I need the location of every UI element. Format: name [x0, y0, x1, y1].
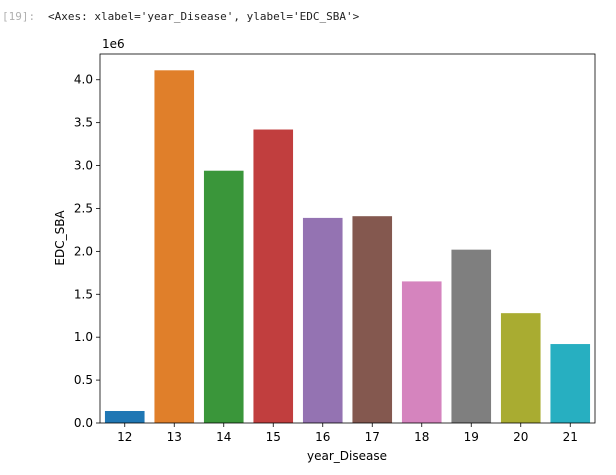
bar-13: [154, 70, 195, 424]
x-axis: 12 13 14 15 16 17 18 19 20 21: [117, 423, 578, 444]
y-tick-label: 1.0: [74, 330, 93, 344]
x-tick-label-13: 13: [167, 430, 182, 444]
cell-output-prompt: [19]:: [2, 10, 36, 23]
y-axis-label: EDC_SBA: [53, 210, 67, 266]
x-tick-label-18: 18: [414, 430, 429, 444]
bar-16: [302, 217, 343, 423]
bar-15: [253, 129, 294, 423]
y-tick-label: 2.0: [74, 244, 93, 258]
x-tick-label-14: 14: [216, 430, 231, 444]
y-offset-label: 1e6: [102, 37, 125, 51]
bar-19: [451, 249, 492, 423]
y-tick-label: 2.5: [74, 201, 93, 215]
axes-frame: [99, 53, 596, 424]
x-tick-label-16: 16: [315, 430, 330, 444]
x-tick-label-15: 15: [266, 430, 281, 444]
y-tick-label: 3.0: [74, 159, 93, 173]
x-axis-label: year_Disease: [307, 449, 387, 463]
x-tick-label-12: 12: [117, 430, 132, 444]
bar-18: [401, 281, 442, 423]
y-tick-label: 4.0: [74, 73, 93, 87]
bar-chart: 0.0 0.5 1.0 1.5 2.0 2.5 3.0 3.5 4.0 12 13 14 15 16 17…: [53, 37, 596, 463]
y-tick-label: 0.5: [74, 373, 93, 387]
bar-21: [550, 344, 591, 423]
y-tick-label: 3.5: [74, 116, 93, 130]
y-axis: 0.0 0.5 1.0 1.5 2.0 2.5 3.0 3.5 4.0: [74, 73, 100, 430]
axes-repr-text: <Axes: xlabel='year_Disease', ylabel='ED…: [48, 10, 360, 23]
bar-17: [352, 216, 393, 423]
bar-12: [104, 410, 145, 423]
bar-14: [203, 170, 244, 423]
y-tick-label: 0.0: [74, 416, 93, 430]
x-tick-label-17: 17: [365, 430, 380, 444]
y-tick-label: 1.5: [74, 287, 93, 301]
x-tick-label-20: 20: [513, 430, 528, 444]
bar-20: [500, 313, 541, 423]
bars-group: [104, 70, 591, 424]
x-tick-label-19: 19: [464, 430, 479, 444]
x-tick-label-21: 21: [563, 430, 578, 444]
